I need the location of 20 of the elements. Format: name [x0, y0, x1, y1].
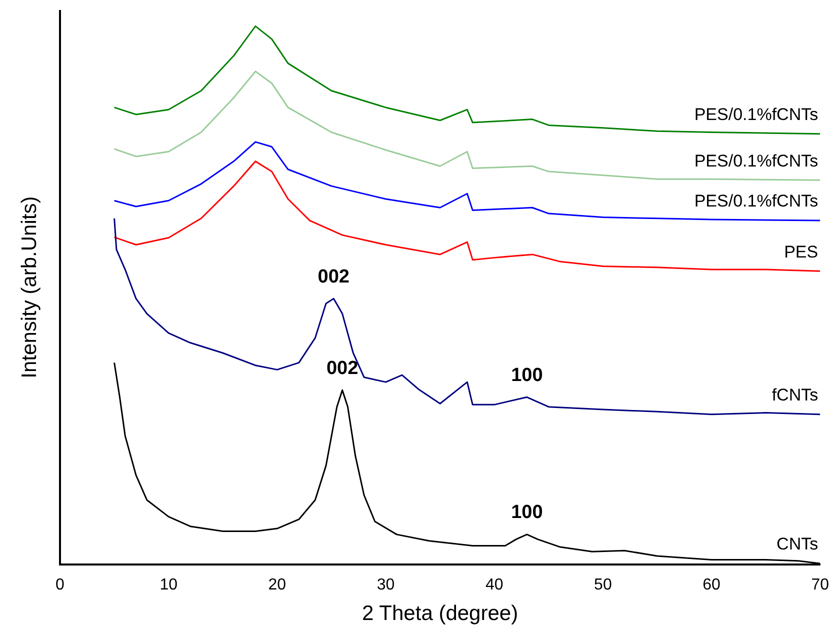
x-axis-title: 2 Theta (degree) — [362, 602, 518, 626]
y-axis-title: Intensity (arb.Units) — [18, 196, 41, 378]
x-tick-label: 70 — [811, 576, 830, 594]
series-label: PES/0.1%fCNTs — [694, 192, 818, 211]
x-tick-label: 0 — [56, 576, 65, 594]
series-label: PES — [784, 242, 818, 262]
annotation: 002 — [318, 266, 350, 288]
annotation: 002 — [326, 358, 358, 379]
x-tick-label: 60 — [702, 576, 721, 594]
x-tick-label: 30 — [376, 576, 395, 594]
x-tick-label: 10 — [160, 576, 178, 594]
annotation: 100 — [511, 502, 543, 524]
annotation: 100 — [511, 364, 543, 386]
series-label: PES/0.1%fCNTs — [694, 151, 818, 170]
x-tick-label: 50 — [594, 576, 612, 594]
series-label: CNTs — [776, 534, 818, 554]
x-tick-label: 20 — [268, 576, 286, 594]
series-label: PES/0.1%fCNTs — [694, 105, 818, 124]
x-tick-label: 40 — [485, 576, 504, 594]
series-label: fCNTs — [772, 386, 818, 405]
